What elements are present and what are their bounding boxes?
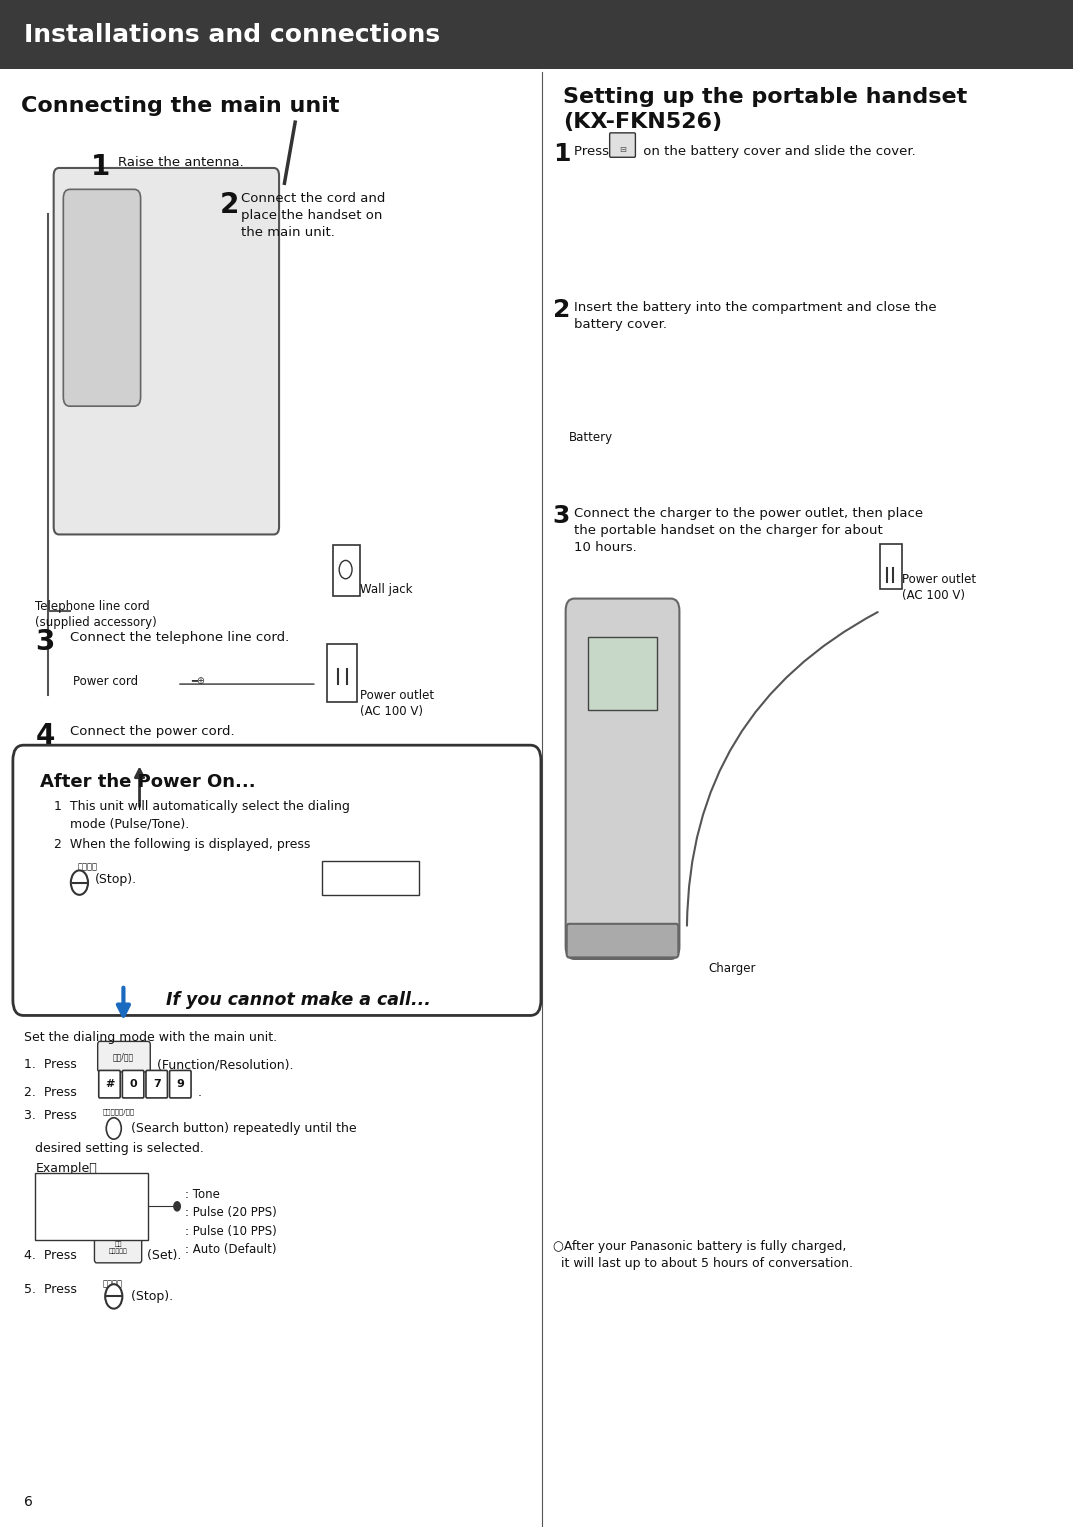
FancyBboxPatch shape — [880, 544, 902, 589]
Text: Power cord: Power cord — [73, 675, 138, 689]
Text: 2.  Press: 2. Press — [24, 1086, 80, 1099]
FancyBboxPatch shape — [97, 1041, 150, 1072]
Text: Wall jack: Wall jack — [360, 583, 413, 597]
Text: Press: Press — [575, 145, 613, 159]
Text: 3: 3 — [36, 628, 55, 655]
Text: 2: 2 — [553, 298, 570, 322]
FancyBboxPatch shape — [94, 1232, 141, 1263]
Text: #: # — [105, 1080, 114, 1089]
FancyBboxPatch shape — [64, 189, 140, 406]
Text: 4: 4 — [36, 722, 55, 750]
Text: 3: 3 — [553, 504, 570, 528]
Text: 1  This unit will automatically select the dialing
    mode (Pulse/Tone).: 1 This unit will automatically select th… — [54, 800, 350, 831]
Text: 7: 7 — [153, 1080, 161, 1089]
FancyBboxPatch shape — [322, 861, 419, 895]
Text: Charger: Charger — [708, 962, 756, 976]
FancyBboxPatch shape — [13, 745, 541, 1015]
Text: Connect the cord and
place the handset on
the main unit.: Connect the cord and place the handset o… — [242, 192, 386, 240]
Text: 1.  Press: 1. Press — [24, 1058, 80, 1072]
Text: : Auto (Default): : Auto (Default) — [185, 1243, 276, 1257]
Circle shape — [105, 1284, 122, 1309]
Text: : Tone: : Tone — [185, 1188, 219, 1202]
FancyBboxPatch shape — [609, 133, 635, 157]
FancyBboxPatch shape — [146, 1070, 167, 1098]
Text: ━⊕: ━⊕ — [191, 676, 205, 686]
Text: on the battery cover and slide the cover.: on the battery cover and slide the cover… — [638, 145, 916, 159]
Text: desired setting is selected.: desired setting is selected. — [36, 1142, 204, 1156]
Text: 9: 9 — [176, 1080, 185, 1089]
Text: (Search button) repeatedly until the: (Search button) repeatedly until the — [126, 1122, 356, 1136]
Text: 5.  Press: 5. Press — [24, 1283, 81, 1296]
Text: Battery: Battery — [569, 431, 613, 444]
FancyBboxPatch shape — [36, 1173, 148, 1240]
Text: 2  When the following is displayed, press: 2 When the following is displayed, press — [54, 838, 310, 852]
Text: After the Power On...: After the Power On... — [40, 773, 255, 791]
Text: Set the dialing mode with the main unit.: Set the dialing mode with the main unit. — [24, 1031, 276, 1044]
Text: 6: 6 — [24, 1495, 32, 1509]
FancyBboxPatch shape — [589, 637, 657, 710]
Text: 4.  Press: 4. Press — [24, 1249, 80, 1263]
Circle shape — [71, 870, 87, 895]
Circle shape — [106, 1118, 121, 1139]
Text: 決定: 決定 — [99, 1231, 110, 1240]
Text: (Stop).: (Stop). — [126, 1290, 173, 1304]
Text: 0: 0 — [130, 1080, 137, 1089]
Text: (Function/Resolution).: (Function/Resolution). — [153, 1058, 294, 1072]
FancyBboxPatch shape — [553, 160, 1041, 275]
FancyBboxPatch shape — [553, 321, 1041, 473]
Circle shape — [174, 1202, 180, 1211]
FancyBboxPatch shape — [333, 545, 360, 596]
Text: Installations and connections: Installations and connections — [24, 23, 440, 47]
Text: Insert the battery into the compartment and close the
battery cover.: Insert the battery into the compartment … — [575, 301, 936, 331]
Text: Raise the antenna.: Raise the antenna. — [118, 156, 244, 169]
Text: Telephone line cord
(supplied accessory): Telephone line cord (supplied accessory) — [36, 600, 158, 629]
FancyBboxPatch shape — [98, 1070, 120, 1098]
Text: 決定
あしんの音: 決定 あしんの音 — [109, 1241, 127, 1254]
Text: Connect the telephone line cord.: Connect the telephone line cord. — [70, 631, 289, 644]
Text: 3.  Press: 3. Press — [24, 1109, 80, 1122]
FancyBboxPatch shape — [327, 644, 357, 702]
Text: 再ダイヤル/選択: 再ダイヤル/選択 — [103, 1109, 135, 1115]
Text: : Pulse (20 PPS): : Pulse (20 PPS) — [185, 1206, 276, 1220]
Text: If you cannot make a call...: If you cannot make a call... — [166, 991, 431, 1009]
Text: ○After your Panasonic battery is fully charged,
  it will last up to about 5 hou: ○After your Panasonic battery is fully c… — [553, 1240, 853, 1270]
FancyBboxPatch shape — [122, 1070, 144, 1098]
Text: 機能/画質: 機能/画質 — [113, 1052, 134, 1061]
FancyBboxPatch shape — [54, 168, 279, 534]
FancyBboxPatch shape — [566, 599, 679, 959]
Text: : Pulse (10 PPS): : Pulse (10 PPS) — [185, 1225, 276, 1238]
Text: 1: 1 — [553, 142, 570, 166]
Text: Example：: Example： — [36, 1162, 97, 1176]
FancyBboxPatch shape — [170, 1070, 191, 1098]
Text: Connect the charger to the power outlet, then place
the portable handset on the : Connect the charger to the power outlet,… — [575, 507, 923, 554]
Text: Setting up the portable handset
(KX-FKN526): Setting up the portable handset (KX-FKN5… — [564, 87, 968, 131]
FancyBboxPatch shape — [0, 0, 1074, 69]
Text: Connect the power cord.: Connect the power cord. — [70, 725, 234, 739]
Text: 1: 1 — [91, 153, 110, 180]
Text: Power outlet
(AC 100 V): Power outlet (AC 100 V) — [360, 689, 434, 718]
Circle shape — [339, 560, 352, 579]
FancyBboxPatch shape — [567, 924, 678, 957]
Text: Power outlet
(AC 100 V): Power outlet (AC 100 V) — [902, 573, 975, 602]
FancyBboxPatch shape — [553, 596, 1041, 977]
Text: 2: 2 — [220, 191, 240, 218]
Text: ストップ: ストップ — [78, 863, 97, 872]
Text: (Set).: (Set). — [143, 1249, 181, 1263]
Text: ストップ: ストップ — [103, 1280, 123, 1289]
Text: (Stop).: (Stop). — [94, 873, 136, 887]
Text: Connecting the main unit: Connecting the main unit — [22, 96, 340, 116]
Text: .: . — [198, 1086, 202, 1099]
Text: ⊟: ⊟ — [619, 145, 626, 154]
